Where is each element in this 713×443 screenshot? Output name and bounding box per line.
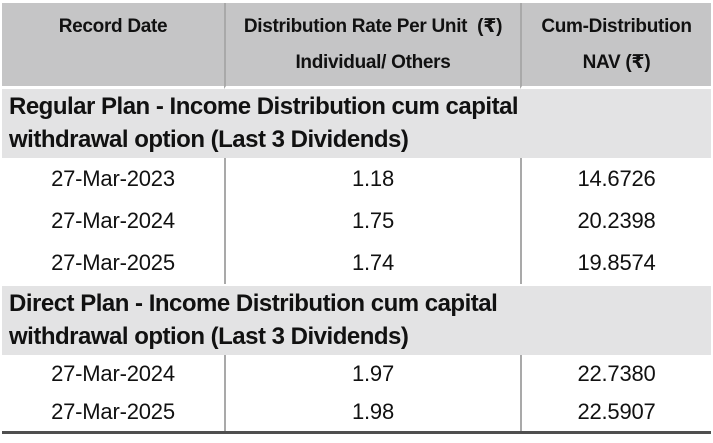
cum-nav-cell: 20.2398 [520,200,711,242]
individual-others-label: Individual/ Others [295,52,451,73]
section-title-direct-plan: Direct Plan - Income Distribution cum ca… [2,284,711,355]
header-cell-cum-distribution-nav: Cum-Distribution NAV (₹) [520,3,711,89]
table-row: 27-Mar-2025 1.74 19.8574 [2,242,711,284]
rate-per-unit-cell: 1.98 [224,393,520,431]
rate-per-unit-cell: 1.74 [224,242,520,284]
section-row-regular-plan: Regular Plan - Income Distribution cum c… [2,89,711,158]
dividend-history-table: Record Date Distribution Rate Per Unit (… [2,3,711,434]
table-row: 27-Mar-2023 1.18 14.6726 [2,158,711,200]
rate-per-unit-cell: 1.18 [224,158,520,200]
section-title-regular-plan: Regular Plan - Income Distribution cum c… [2,89,711,158]
record-date-cell: 27-Mar-2025 [2,242,224,284]
header-cell-record-date: Record Date [2,3,224,89]
table-row: 27-Mar-2024 1.97 22.7380 [2,355,711,393]
nav-rupee-label: NAV (₹) [582,52,651,73]
header-cell-distribution-rate: Distribution Rate Per Unit (₹) Individua… [224,3,520,89]
cum-nav-cell: 22.7380 [520,355,711,393]
table-row: 27-Mar-2024 1.75 20.2398 [2,200,711,242]
cum-nav-cell: 19.8574 [520,242,711,284]
table-body: Regular Plan - Income Distribution cum c… [2,89,711,431]
record-date-cell: 27-Mar-2023 [2,158,224,200]
table-header: Record Date Distribution Rate Per Unit (… [2,3,711,89]
distribution-rate-label: Distribution Rate Per Unit (₹) [243,16,503,37]
record-date-cell: 27-Mar-2024 [2,355,224,393]
record-date-cell: 27-Mar-2025 [2,393,224,431]
record-date-cell: 27-Mar-2024 [2,200,224,242]
table-row: 27-Mar-2025 1.98 22.5907 [2,393,711,431]
section-row-direct-plan: Direct Plan - Income Distribution cum ca… [2,284,711,355]
record-date-label: Record Date [58,16,168,37]
cum-distribution-label: Cum-Distribution [541,16,692,37]
cum-nav-cell: 22.5907 [520,393,711,431]
rate-per-unit-cell: 1.97 [224,355,520,393]
rate-per-unit-cell: 1.75 [224,200,520,242]
table-header-row: Record Date Distribution Rate Per Unit (… [2,3,711,89]
cum-nav-cell: 14.6726 [520,158,711,200]
